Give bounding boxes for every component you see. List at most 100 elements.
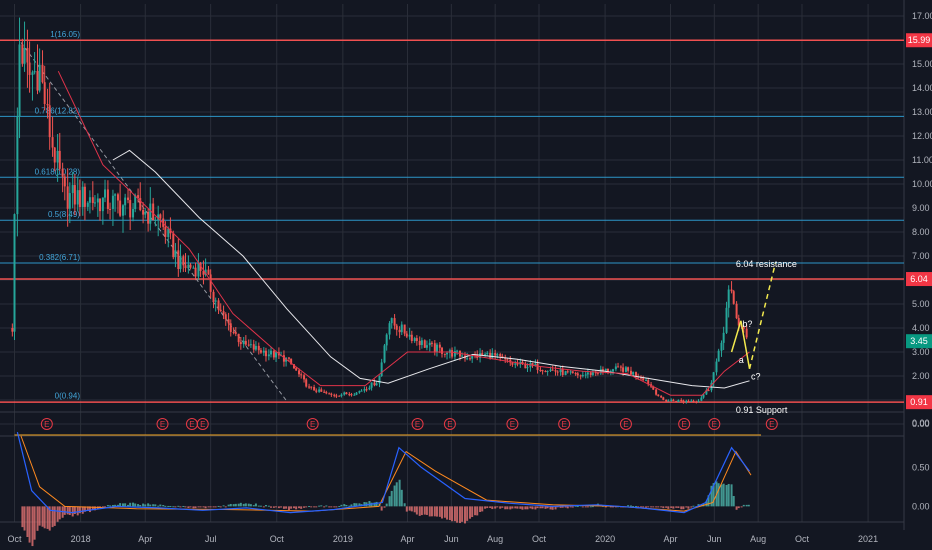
candle-body [441,347,444,354]
candle-body [539,369,542,371]
oscillator-histogram-bar [154,504,157,507]
oscillator-histogram-bar [529,506,532,509]
candle-body [98,198,101,212]
oscillator-histogram-bar [685,506,688,508]
candle-body [365,389,368,391]
candle-body [619,366,622,368]
candle-body [252,344,255,350]
candle-body [544,371,547,373]
candle-body [202,270,205,275]
candle-body [501,356,504,358]
oscillator-histogram-bar [564,506,567,508]
oscillator-histogram-bar [129,502,132,507]
price-axis-label-bg [906,33,932,48]
oscillator-histogram-bar [272,506,275,508]
oscillator-histogram-bar [722,483,725,507]
oscillator-histogram-bar [425,506,428,515]
price-tick-label: 8.00 [912,227,930,237]
candle-body [53,147,56,163]
candle-body [481,353,484,356]
oscillator-histogram-bar [323,506,326,508]
sma-slow-line [112,149,750,389]
candle-body [18,44,21,117]
candle-body [26,47,29,63]
candle-body [634,372,637,377]
price-tick-label: 14.00 [912,83,932,93]
oscillator-histogram-bar [204,506,207,509]
oscillator-histogram-bar [655,506,658,508]
candle-body [237,333,240,343]
price-axis-label-bg [906,272,932,287]
oscillator-histogram-bar [127,504,130,507]
candle-body [707,390,710,392]
candle-body [287,357,290,359]
oscillator-histogram-bar [534,506,537,510]
oscillator-histogram-bar [549,506,552,510]
candle-body [172,233,175,258]
candle-body [586,372,589,375]
candle-body [116,194,119,201]
candle-body [152,203,155,221]
candle-body [43,82,46,104]
oscillator-histogram-bar [355,503,358,507]
oscillator-histogram-bar [491,506,494,510]
oscillator-histogram-bar [26,506,29,538]
oscillator-histogram-bar [91,506,94,510]
oscillator-histogram-bar [712,483,715,507]
oscillator-histogram-bar [227,504,230,507]
oscillator-histogram-bar [338,506,341,508]
candle-body [224,314,227,320]
oscillator-histogram-bar [76,506,79,516]
time-tick-label: 2020 [595,534,615,544]
candle-body [443,353,446,355]
candle-body [453,350,456,357]
price-axis-label: 15.99 [908,35,931,45]
candle-body [127,197,130,201]
candle-body [28,62,31,75]
oscillator-histogram-bar [511,506,514,509]
oscillator-histogram-bar [63,506,66,515]
oscillator-histogram-bar [320,505,323,507]
oscillator-histogram-bar [237,503,240,507]
oscillator-histogram-bar [390,490,393,507]
oscillator-histogram-bar [68,506,71,516]
candle-body [340,394,343,396]
oscillator-histogram-bar [380,506,383,511]
oscillator-histogram-bar [524,506,527,510]
candle-body [182,256,185,266]
oscillator-histogram-bar [242,503,245,507]
price-tick-label: 0.00 [912,419,930,429]
oscillator-histogram-bar [275,506,278,508]
oscillator-histogram-bar [740,506,743,508]
oscillator-histogram-bar [310,506,313,508]
oscillator-histogram-bar [282,506,285,509]
oscillator-histogram-bar [86,506,89,511]
candle-body [335,395,338,397]
candle-body [435,344,438,352]
oscillator-histogram-bar [544,506,547,509]
oscillator-histogram-bar [657,506,660,508]
earnings-marker-icon [619,418,632,430]
time-tick-label: Jun [444,534,459,544]
projection-segment [730,320,742,353]
oscillator-histogram-bar [415,506,418,515]
oscillator-histogram-bar [285,506,288,509]
candle-body [219,309,222,312]
oscillator-histogram-bar [333,506,336,508]
candle-body [129,200,132,218]
price-tick-label: 3.00 [912,347,930,357]
oscillator-histogram-bar [31,506,34,547]
sma-fast-line [57,70,750,396]
oscillator-histogram-bar [484,506,487,509]
earnings-marker-icon [765,418,778,430]
time-tick-label: Apr [138,534,152,544]
earnings-marker-icon [708,418,721,430]
oscillator-histogram-bar [38,506,41,526]
candle-body [86,202,89,207]
candle-body [204,269,207,275]
candle-body [373,382,376,386]
candle-body [425,345,428,348]
oscillator-histogram-bar [569,506,572,508]
